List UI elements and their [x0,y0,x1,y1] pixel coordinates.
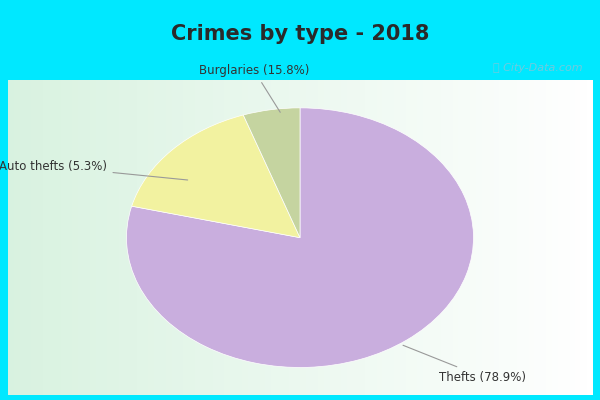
Text: ⓘ City-Data.com: ⓘ City-Data.com [493,63,583,73]
Wedge shape [243,108,300,238]
Text: Auto thefts (5.3%): Auto thefts (5.3%) [0,160,188,180]
Wedge shape [127,108,473,368]
Text: Crimes by type - 2018: Crimes by type - 2018 [171,24,429,44]
Text: Thefts (78.9%): Thefts (78.9%) [403,345,526,384]
Text: Burglaries (15.8%): Burglaries (15.8%) [199,64,310,112]
Wedge shape [131,115,300,238]
